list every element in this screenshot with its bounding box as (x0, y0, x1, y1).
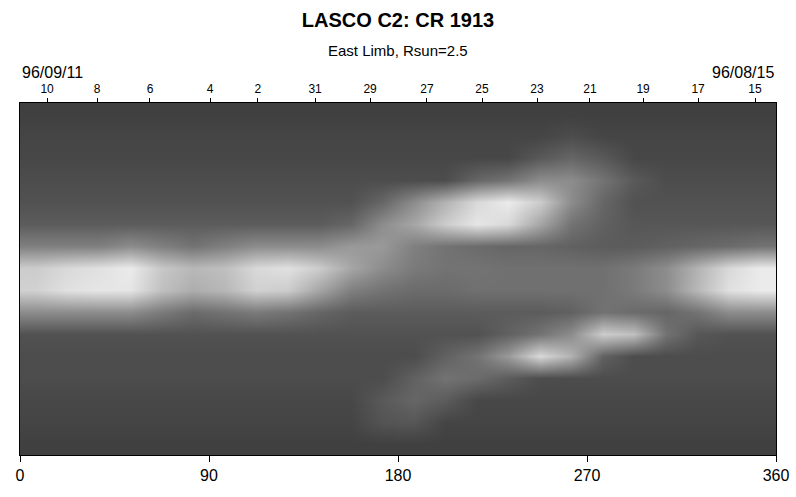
svg-text:23: 23 (530, 82, 544, 96)
svg-text:21: 21 (583, 82, 597, 96)
svg-text:180: 180 (385, 467, 412, 484)
svg-text:15: 15 (748, 82, 762, 96)
svg-text:17: 17 (691, 82, 705, 96)
svg-text:LASCO C2: CR 1913: LASCO C2: CR 1913 (302, 9, 494, 31)
svg-text:90: 90 (200, 467, 218, 484)
svg-text:4: 4 (207, 82, 214, 96)
svg-text:29: 29 (363, 82, 377, 96)
svg-text:360: 360 (763, 467, 790, 484)
svg-text:31: 31 (308, 82, 322, 96)
svg-text:6: 6 (147, 82, 154, 96)
svg-text:270: 270 (574, 467, 601, 484)
svg-text:0: 0 (16, 467, 25, 484)
svg-text:8: 8 (94, 82, 101, 96)
svg-text:27: 27 (420, 82, 434, 96)
svg-text:19: 19 (636, 82, 650, 96)
svg-text:96/09/11: 96/09/11 (22, 64, 83, 81)
svg-text:East Limb, Rsun=2.5: East Limb, Rsun=2.5 (328, 42, 468, 59)
svg-text:2: 2 (255, 82, 262, 96)
svg-text:96/08/15: 96/08/15 (712, 64, 774, 81)
svg-text:10: 10 (40, 82, 54, 96)
svg-text:25: 25 (475, 82, 489, 96)
